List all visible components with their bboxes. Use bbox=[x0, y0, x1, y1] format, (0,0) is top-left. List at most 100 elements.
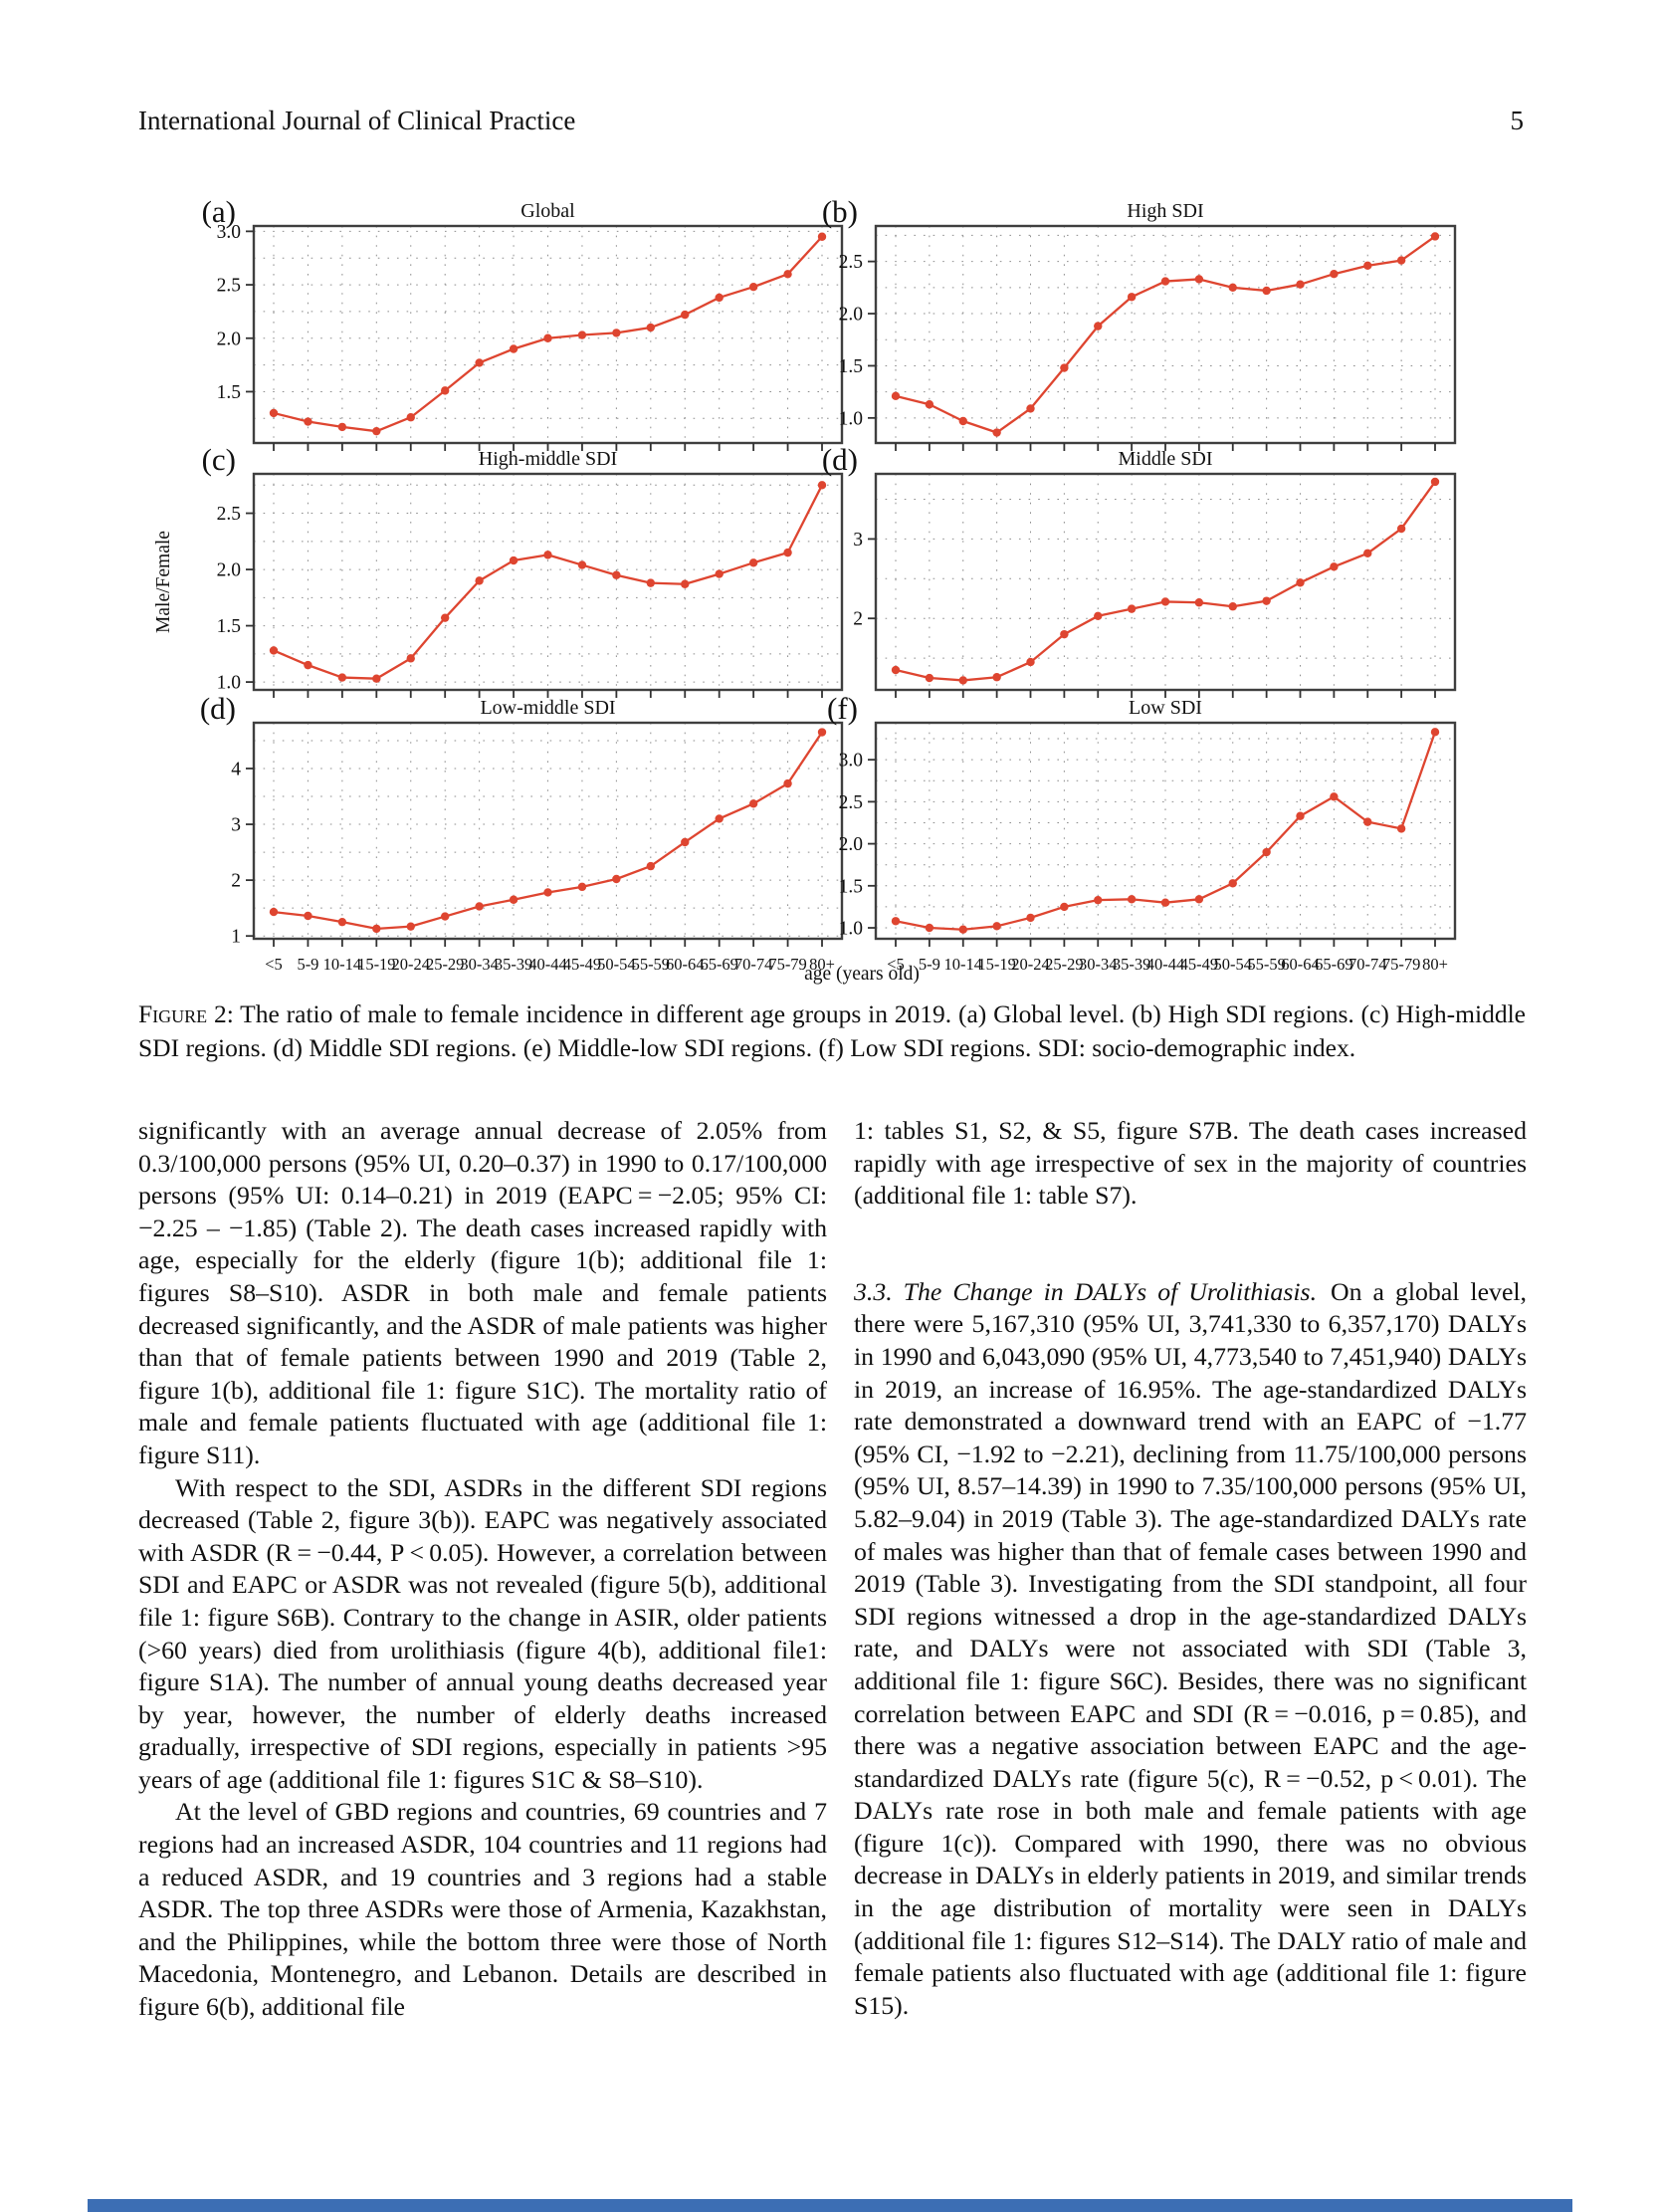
next-page-edge-band bbox=[88, 2199, 1572, 2212]
x-tick-label: 15-19 bbox=[977, 955, 1016, 974]
y-tick-label: 1.5 bbox=[217, 382, 241, 403]
y-tick-label: 1.5 bbox=[839, 876, 863, 897]
x-tick-label: <5 bbox=[265, 955, 283, 974]
data-point bbox=[509, 555, 518, 565]
data-point bbox=[475, 576, 484, 585]
data-point bbox=[1330, 562, 1339, 571]
plot-frame bbox=[252, 472, 844, 692]
x-tick-label: 80+ bbox=[809, 955, 835, 974]
data-point bbox=[337, 917, 347, 927]
chart-title: Middle SDI bbox=[1119, 448, 1213, 470]
data-point bbox=[475, 902, 484, 911]
x-tick-label: 60-64 bbox=[1281, 955, 1320, 974]
data-point bbox=[925, 673, 934, 683]
data-point bbox=[1330, 792, 1339, 801]
data-point bbox=[1060, 629, 1069, 639]
data-point bbox=[646, 578, 656, 587]
y-tick-label: 4 bbox=[231, 759, 241, 779]
data-point bbox=[1228, 283, 1237, 293]
plot-frame bbox=[874, 472, 1457, 692]
data-point bbox=[1262, 596, 1271, 605]
x-tick-label: 10-14 bbox=[323, 955, 362, 974]
data-point bbox=[992, 428, 1001, 437]
data-line bbox=[895, 481, 1436, 682]
data-point bbox=[1060, 902, 1069, 912]
data-point bbox=[612, 570, 621, 579]
x-tick-label: 15-19 bbox=[357, 955, 396, 974]
data-point bbox=[958, 416, 967, 426]
x-tick-label: 70-74 bbox=[734, 955, 773, 974]
data-point bbox=[440, 912, 450, 921]
y-tick-label: 2.0 bbox=[217, 560, 241, 581]
figure-2-charts: (a) Global 3.0 2.5 2.0 1.5 (b) High SDI 2.5 2.0 1.… bbox=[139, 194, 1533, 997]
data-point bbox=[577, 882, 587, 892]
x-tick-label: 50-54 bbox=[1214, 955, 1253, 974]
x-tick-label: 40-44 bbox=[528, 955, 567, 974]
data-point bbox=[304, 911, 312, 921]
panel-label: (f) bbox=[827, 691, 858, 726]
data-point bbox=[1094, 895, 1103, 905]
y-tick-label: 2.0 bbox=[217, 329, 241, 349]
x-tick-label: 50-54 bbox=[597, 955, 636, 974]
y-tick-label: 2.0 bbox=[839, 834, 863, 855]
data-point bbox=[783, 548, 792, 557]
y-tick-label: 1.5 bbox=[217, 616, 241, 637]
x-tick-label: 30-34 bbox=[460, 955, 499, 974]
x-tick-label: 40-44 bbox=[1146, 955, 1185, 974]
chart-panel-f: (f) Low SDI 3.0 2.5 2.0 1.5 1.0 <5 5-9 10-1415-19… bbox=[827, 691, 1457, 974]
y-tick-label: 2.5 bbox=[839, 792, 863, 813]
data-point bbox=[925, 923, 934, 933]
data-point bbox=[1396, 824, 1406, 833]
chart-panel-a: (a) Global 3.0 2.5 2.0 1.5 bbox=[202, 194, 844, 451]
panel-label: (d) bbox=[822, 442, 858, 477]
data-point bbox=[783, 270, 792, 279]
x-axis-label: age (years old) bbox=[804, 964, 920, 985]
section-3-3-paragraph: 3.3. The Change in DALYs of Urolithiasis… bbox=[854, 1276, 1527, 2023]
data-point bbox=[612, 329, 621, 337]
data-point bbox=[1194, 598, 1204, 607]
y-tick-label: 2 bbox=[231, 871, 241, 892]
page-header: International Journal of Clinical Practi… bbox=[138, 106, 1524, 136]
x-tick-label: 25-29 bbox=[426, 955, 465, 974]
y-tick-label: 1.0 bbox=[217, 673, 241, 694]
x-tick-label: 5-9 bbox=[919, 955, 940, 974]
data-point bbox=[1194, 895, 1204, 904]
data-point bbox=[1330, 270, 1339, 279]
x-tick-label: 20-24 bbox=[1011, 955, 1050, 974]
data-point bbox=[748, 558, 758, 567]
data-point bbox=[475, 358, 484, 367]
data-point bbox=[1296, 578, 1305, 587]
chart-title: High SDI bbox=[1127, 200, 1203, 222]
data-point bbox=[1430, 477, 1440, 487]
data-point bbox=[1127, 293, 1137, 302]
data-point bbox=[1430, 232, 1440, 241]
data-point bbox=[543, 551, 552, 559]
y-tick-label: 2.0 bbox=[839, 305, 863, 326]
data-point bbox=[958, 676, 967, 685]
data-point bbox=[269, 408, 279, 418]
ratio-line-charts: (a) Global 3.0 2.5 2.0 1.5 (b) High SDI 2.5 2.0 1.… bbox=[153, 194, 1457, 985]
y-tick-label: 1.5 bbox=[839, 356, 863, 377]
data-point bbox=[269, 646, 279, 655]
data-point bbox=[715, 814, 724, 823]
data-point bbox=[440, 386, 450, 395]
data-point bbox=[1228, 879, 1237, 888]
page-number: 5 bbox=[1510, 106, 1525, 135]
data-point bbox=[1194, 275, 1204, 284]
data-point bbox=[646, 323, 656, 332]
paragraph: 1: tables S1, S2, & S5, figure S7B. The … bbox=[854, 1116, 1527, 1211]
x-tick-label: 10-14 bbox=[944, 955, 983, 974]
y-tick-label: 2.5 bbox=[217, 276, 241, 297]
x-tick-label: 55-59 bbox=[1247, 955, 1286, 974]
panel-label: (d) bbox=[200, 691, 236, 726]
paragraph: On a global level, there were 5,167,310 … bbox=[854, 1276, 1528, 2020]
data-point bbox=[891, 665, 901, 675]
y-tick-label: 1 bbox=[231, 927, 241, 948]
data-point bbox=[372, 426, 381, 436]
data-point bbox=[925, 400, 934, 409]
data-point bbox=[748, 283, 758, 292]
data-point bbox=[406, 922, 415, 931]
data-point bbox=[1228, 602, 1237, 611]
data-point bbox=[406, 413, 415, 422]
